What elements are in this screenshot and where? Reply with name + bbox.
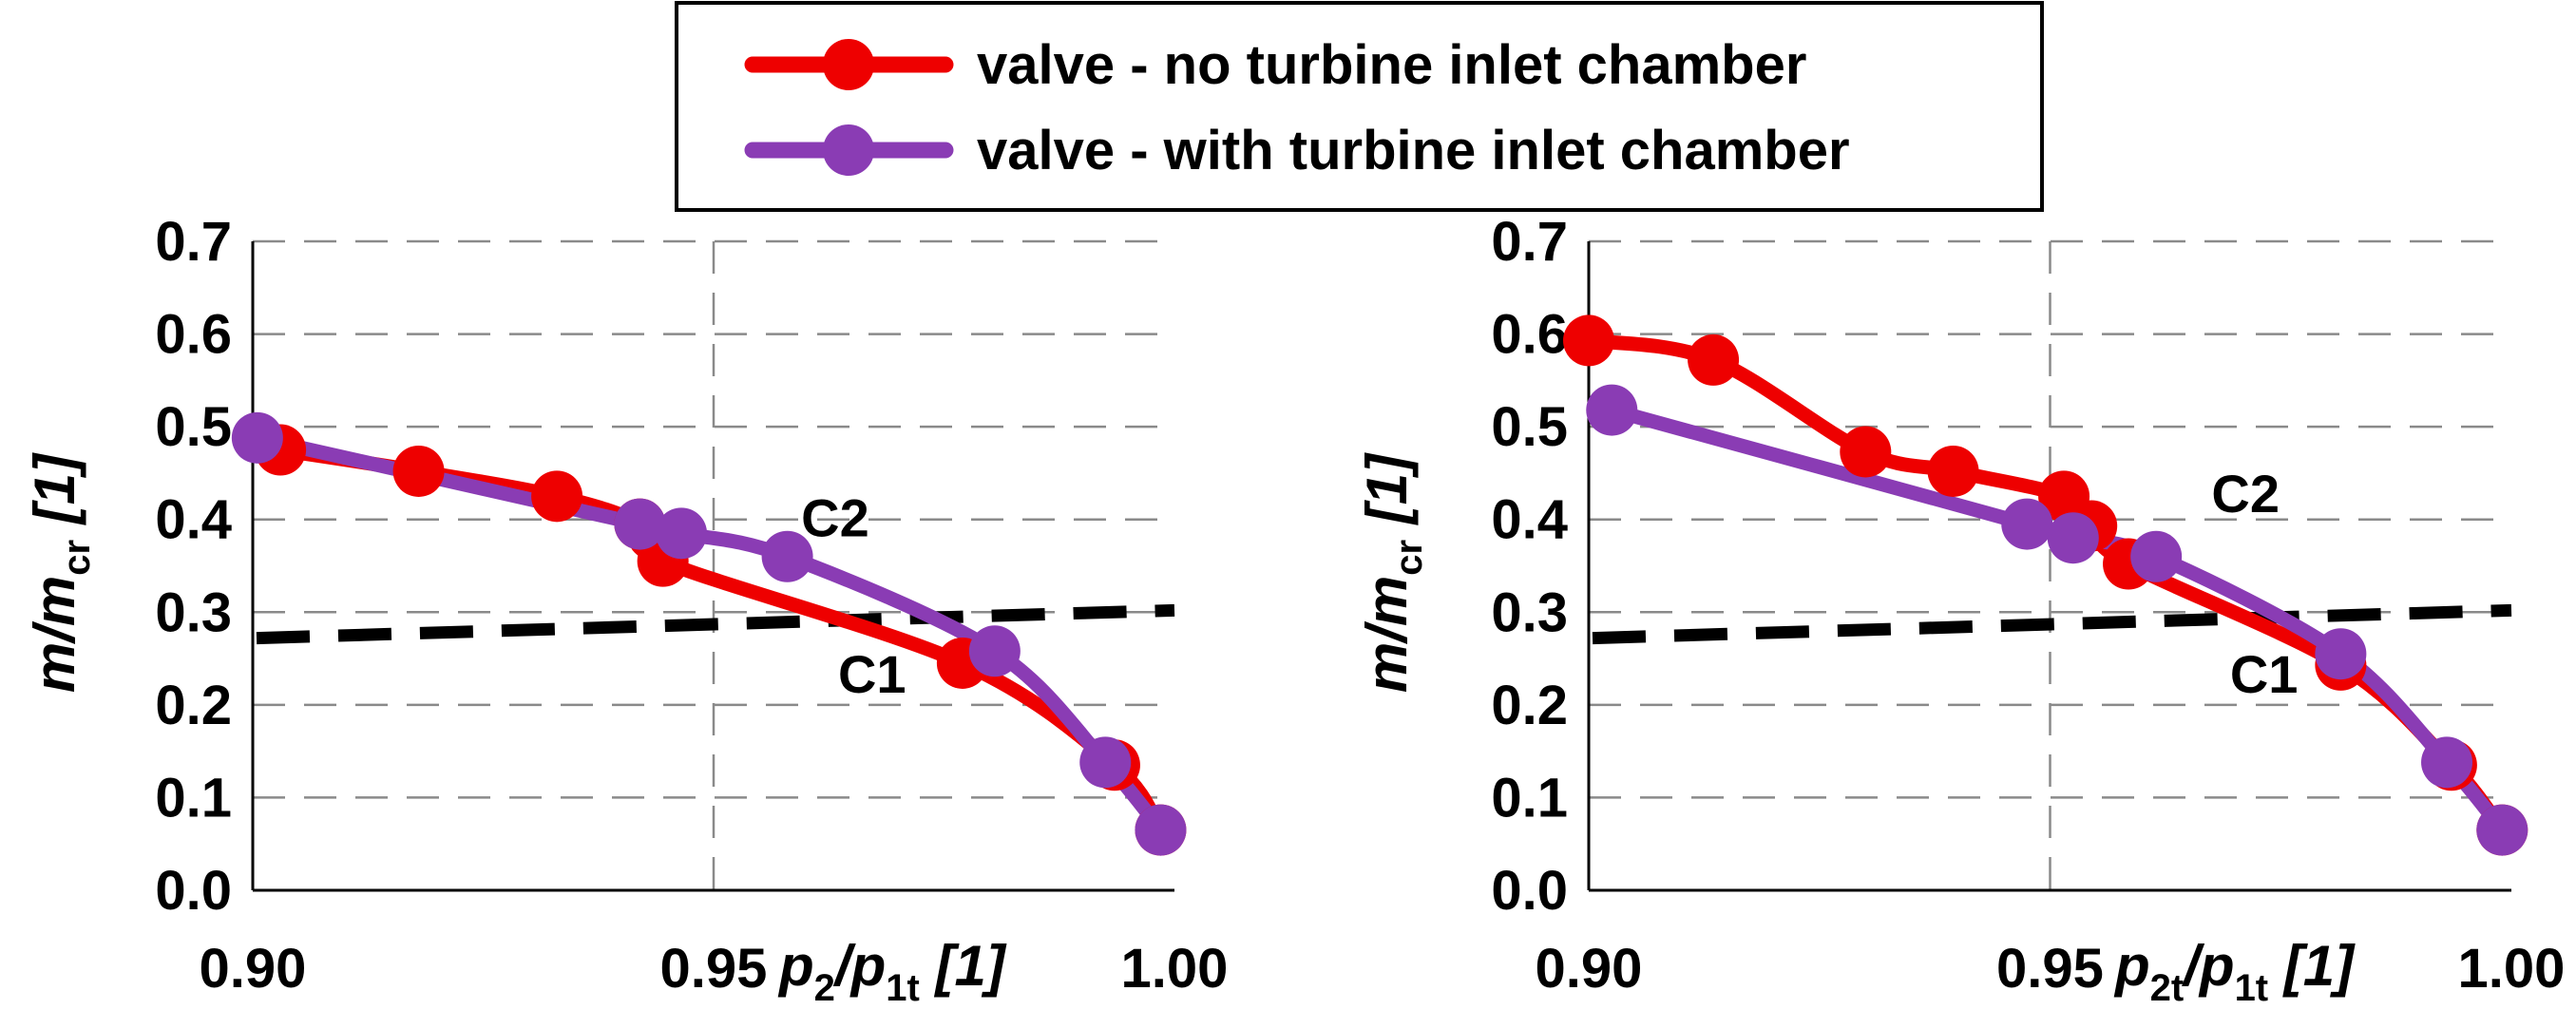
annotation-c1: C1 — [2230, 644, 2299, 704]
threshold-dashed-line — [256, 603, 1175, 645]
series-1-point — [2315, 628, 2367, 680]
legend-marker-1 — [823, 124, 874, 176]
x-axis-label: p2/p1t [1] — [777, 934, 1007, 1009]
series-1-point — [761, 530, 813, 582]
series-0-point — [1563, 314, 1614, 367]
y-axis-label: m/mcr [1] — [23, 452, 98, 693]
series-1-point — [2476, 804, 2528, 856]
series-1-point — [2047, 512, 2099, 564]
y-tick-label: 0.5 — [1491, 396, 1568, 458]
series-line-0 — [1581, 333, 2509, 838]
y-tick-label: 0.4 — [155, 489, 232, 551]
y-tick-label: 0.0 — [1491, 860, 1568, 922]
y-tick-label: 0.6 — [155, 304, 232, 366]
series-0-point — [531, 470, 583, 523]
y-tick-label: 0.1 — [155, 767, 232, 829]
series-1-point — [1135, 804, 1187, 856]
series-0-point — [392, 445, 445, 497]
y-tick-label: 0.2 — [155, 675, 232, 736]
series-0-point — [1840, 426, 1892, 478]
y-axis-label: m/mcr [1] — [1355, 452, 1430, 693]
y-tick-label: 0.1 — [1491, 767, 1568, 829]
x-tick-label: 0.95 — [660, 938, 768, 1000]
series-1-point — [231, 411, 283, 464]
series-1-point — [656, 507, 708, 560]
threshold-dashed-line — [1592, 603, 2512, 645]
y-tick-label: 0.5 — [155, 396, 232, 458]
x-tick-label: 0.90 — [200, 938, 307, 1000]
legend: valve - no turbine inlet chamber valve - … — [675, 1, 2044, 212]
legend-box — [675, 1, 2044, 212]
y-tick-label: 0.4 — [1491, 489, 1568, 551]
annotation-c1: C1 — [838, 644, 906, 704]
x-tick-label: 1.00 — [1121, 938, 1229, 1000]
x-axis-label: p2t/p1t [1] — [2113, 934, 2356, 1009]
y-tick-label: 0.6 — [1491, 304, 1568, 366]
legend-marker-0 — [823, 39, 874, 90]
series-0-point — [1927, 445, 1979, 497]
chart-left: 0.0 0.1 0.2 0.3 0.4 0.5 0.6 0.7 0.90 0.95 1.00 C2 C1… — [23, 211, 1228, 1009]
series-0-point — [1688, 333, 1740, 386]
y-tick-label: 0.3 — [1491, 581, 1568, 643]
x-tick-label: 0.95 — [1996, 938, 2104, 1000]
series-1-point — [968, 625, 1021, 677]
series-1-point — [2001, 498, 2053, 550]
annotation-c2: C2 — [2211, 464, 2280, 524]
y-tick-label: 0.3 — [155, 581, 232, 643]
x-tick-label: 1.00 — [2458, 938, 2566, 1000]
series-1-point — [1079, 736, 1132, 789]
series-1-point — [2421, 736, 2473, 789]
y-tick-label: 0.0 — [155, 860, 232, 922]
y-tick-label: 0.7 — [155, 211, 232, 273]
annotation-c2: C2 — [801, 487, 869, 547]
x-tick-label: 0.90 — [1536, 938, 1643, 1000]
series-1-point — [614, 498, 666, 550]
series-line-1 — [250, 430, 1168, 838]
chart-right: 0.0 0.1 0.2 0.3 0.4 0.5 0.6 0.7 0.90 0.95 1.00 C2 C1… — [1355, 211, 2565, 1009]
legend-label-0: valve - no turbine inlet chamber — [977, 34, 1806, 96]
series-1-point — [2130, 530, 2183, 582]
y-tick-label: 0.2 — [1491, 675, 1568, 736]
series-line-0 — [273, 443, 1168, 838]
y-tick-label: 0.7 — [1491, 211, 1568, 273]
series-1-point — [1586, 384, 1638, 436]
legend-label-1: valve - with turbine inlet chamber — [977, 120, 1850, 181]
